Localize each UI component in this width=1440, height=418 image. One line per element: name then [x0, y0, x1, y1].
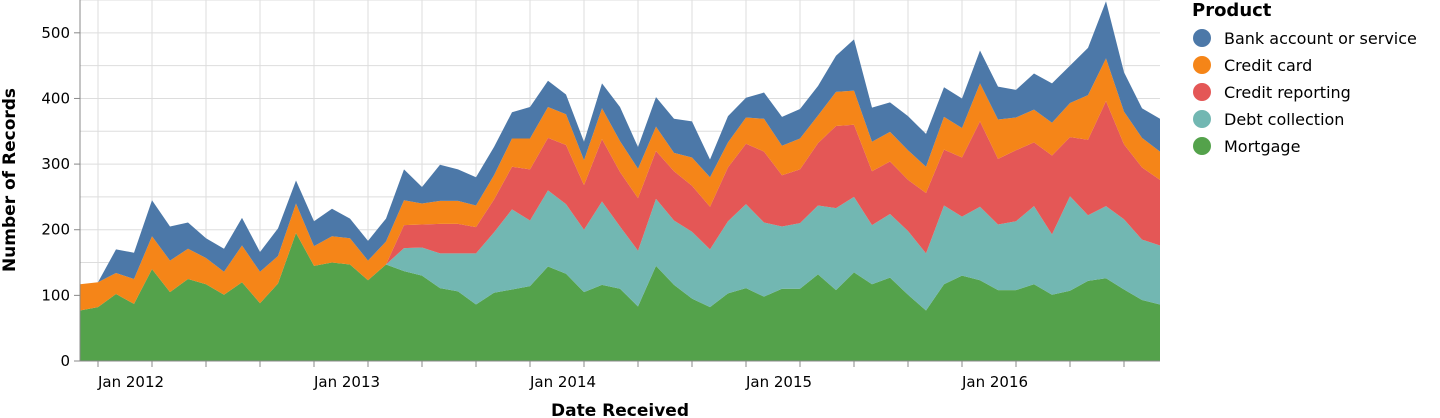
legend-label: Credit card — [1224, 56, 1312, 75]
y-tick-label: 500 — [41, 24, 70, 42]
x-tick-label: Jan 2013 — [313, 373, 380, 391]
legend-items: Bank account or service Credit card Credit… — [1193, 29, 1417, 156]
x-tick-label: Jan 2016 — [961, 373, 1028, 391]
y-axis-ticks: 0 100 200 300 400 500 — [41, 24, 80, 370]
area-mortgage — [80, 233, 1160, 361]
area-debt-collection — [80, 190, 1160, 311]
legend-swatch — [1193, 137, 1211, 155]
legend-label: Bank account or service — [1224, 29, 1417, 48]
legend-swatch — [1193, 83, 1211, 101]
area-series — [80, 1, 1160, 361]
y-tick-label: 200 — [41, 221, 70, 239]
x-axis-title: Date Received — [551, 401, 689, 418]
legend-label: Mortgage — [1224, 137, 1300, 156]
legend-title: Product — [1192, 0, 1272, 21]
y-axis-title: Number of Records — [0, 88, 20, 272]
x-tick-label: Jan 2012 — [97, 373, 164, 391]
y-tick-label: 300 — [41, 155, 70, 173]
y-tick-label: 0 — [60, 352, 70, 370]
legend-label: Credit reporting — [1224, 83, 1351, 102]
area-credit-card — [80, 58, 1160, 311]
y-tick-label: 400 — [41, 89, 70, 107]
x-tick-label: Jan 2014 — [529, 373, 596, 391]
x-tick-label: Jan 2015 — [745, 373, 812, 391]
legend-label: Debt collection — [1224, 110, 1344, 129]
x-axis-ticks: Jan 2012 Jan 2013 Jan 2014 Jan 2015 Jan 2016 — [97, 361, 1125, 391]
y-tick-label: 100 — [41, 286, 70, 304]
legend: Product Bank account or service Credit ca… — [1192, 0, 1417, 156]
legend-swatch — [1193, 29, 1211, 47]
area-credit-reporting — [80, 101, 1160, 311]
legend-swatch — [1193, 110, 1211, 128]
legend-swatch — [1193, 56, 1211, 74]
